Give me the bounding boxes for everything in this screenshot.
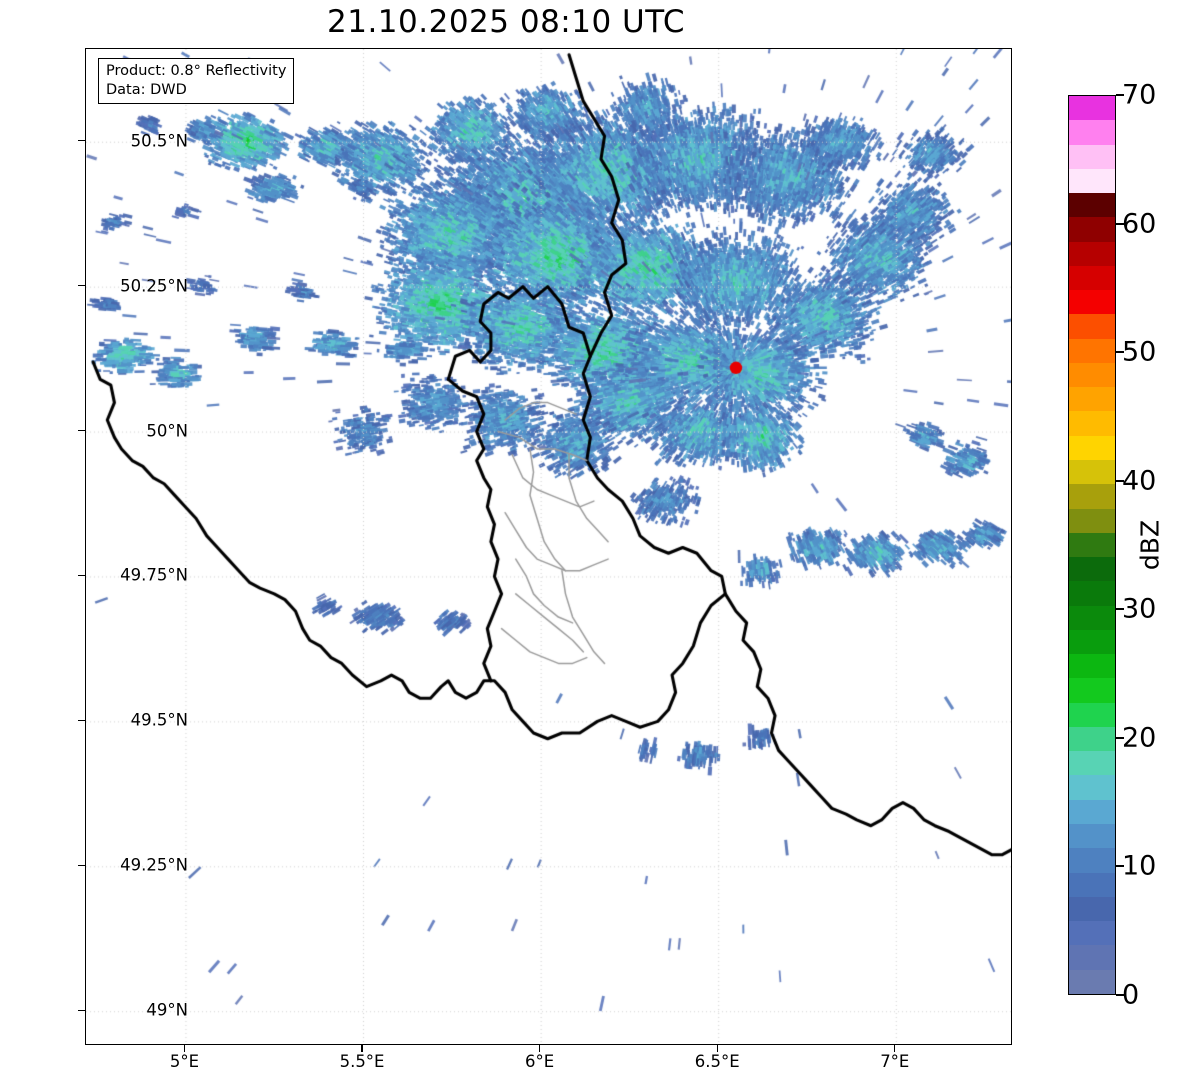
colorbar-segment — [1069, 508, 1115, 533]
colorbar-tick-label: 30 — [1122, 593, 1157, 625]
colorbar-tick-mark — [1116, 736, 1124, 739]
colorbar-tick-mark — [1116, 994, 1124, 996]
x-tick-label: 5.5°E — [339, 1052, 385, 1071]
colorbar-segment — [1069, 144, 1115, 169]
x-tick-mark — [361, 1045, 363, 1052]
radar-reflectivity-canvas — [86, 49, 1011, 1044]
map-canvas-wrap — [86, 49, 1011, 1044]
colorbar-tick-mark — [1116, 608, 1124, 611]
colorbar-segment — [1069, 338, 1115, 363]
colorbar-segment — [1069, 678, 1115, 703]
x-tick-label: 5°E — [169, 1052, 200, 1071]
colorbar-segment — [1069, 459, 1115, 485]
x-tick-mark — [538, 1045, 541, 1052]
y-tick-label: 49.5°N — [130, 710, 188, 730]
colorbar-segment — [1069, 484, 1115, 509]
y-tick-label: 50.5°N — [130, 131, 188, 151]
colorbar-tick-mark — [1116, 94, 1124, 96]
colorbar-segment — [1069, 726, 1115, 752]
colorbar-segment — [1069, 411, 1115, 436]
radar-map-plot[interactable]: Product: 0.8° Reflectivity Data: DWD — [85, 48, 1012, 1045]
y-tick-label: 49.75°N — [120, 565, 188, 585]
colorbar-tick-label: 0 — [1122, 979, 1140, 1011]
colorbar-tick-mark — [1116, 479, 1124, 482]
y-tick-label: 50°N — [146, 421, 188, 441]
colorbar-segment — [1069, 96, 1115, 121]
colorbar-segment — [1069, 896, 1115, 922]
colorbar-segment — [1069, 702, 1115, 727]
colorbar-segment — [1069, 775, 1115, 800]
annotation-data-line: Data: DWD — [106, 81, 187, 98]
y-tick-label: 49°N — [146, 1000, 188, 1020]
y-tick-mark — [78, 140, 85, 142]
colorbar-tick-label: 40 — [1122, 465, 1157, 497]
colorbar-segment — [1069, 532, 1115, 558]
colorbar-segment — [1069, 799, 1115, 824]
y-tick-mark — [78, 284, 85, 287]
colorbar-tick-label: 10 — [1122, 850, 1157, 882]
colorbar-segment — [1069, 265, 1115, 291]
colorbar-segment — [1069, 241, 1115, 266]
x-tick-label: 6°E — [525, 1052, 555, 1071]
colorbar-segment — [1069, 654, 1115, 679]
colorbar-segment — [1069, 168, 1115, 194]
x-tick-label: 7°E — [880, 1052, 910, 1071]
y-tick-mark — [78, 864, 85, 866]
colorbar-segment — [1069, 581, 1115, 606]
colorbar-tick-label: 60 — [1122, 208, 1157, 240]
colorbar-segment — [1069, 751, 1115, 776]
colorbar-segment — [1069, 120, 1115, 145]
x-tick-label: 6.5°E — [694, 1052, 740, 1071]
colorbar-segment — [1069, 945, 1115, 970]
colorbar-segment — [1069, 848, 1115, 873]
y-tick-label: 49.25°N — [120, 855, 188, 875]
colorbar-segment — [1069, 314, 1115, 339]
colorbar-segment — [1069, 387, 1115, 412]
y-tick-mark — [78, 719, 85, 722]
colorbar-segment — [1069, 193, 1115, 218]
annotation-product-line: Product: 0.8° Reflectivity — [106, 63, 287, 79]
y-tick-label: 50.25°N — [120, 276, 188, 296]
colorbar-tick-label: 50 — [1122, 336, 1157, 368]
colorbar-segment — [1069, 435, 1115, 460]
colorbar-segment — [1069, 921, 1115, 946]
colorbar-tick-label: 20 — [1122, 722, 1157, 754]
colorbar-tick-label: 70 — [1122, 79, 1157, 111]
colorbar — [1068, 95, 1116, 995]
colorbar-segment — [1069, 823, 1115, 849]
colorbar-segment — [1069, 290, 1115, 315]
colorbar-segment — [1069, 629, 1115, 655]
colorbar-segment — [1069, 969, 1115, 994]
colorbar-tick-mark — [1116, 865, 1124, 868]
colorbar-tick-mark — [1116, 222, 1124, 225]
colorbar-segment — [1069, 362, 1115, 388]
colorbar-segment — [1069, 605, 1115, 630]
colorbar-segment — [1069, 557, 1115, 582]
x-tick-mark — [716, 1045, 718, 1052]
x-tick-mark — [894, 1045, 896, 1052]
colorbar-label: dBZ — [1135, 519, 1165, 571]
y-tick-mark — [78, 429, 85, 432]
colorbar-segment — [1069, 217, 1115, 242]
annotation-box: Product: 0.8° Reflectivity Data: DWD — [98, 58, 295, 105]
colorbar-tick-mark — [1116, 351, 1124, 354]
colorbar-segment — [1069, 872, 1115, 897]
x-tick-mark — [183, 1045, 186, 1052]
y-tick-mark — [78, 1009, 85, 1011]
y-tick-mark — [78, 574, 85, 577]
page-title: 21.10.2025 08:10 UTC — [327, 4, 685, 40]
